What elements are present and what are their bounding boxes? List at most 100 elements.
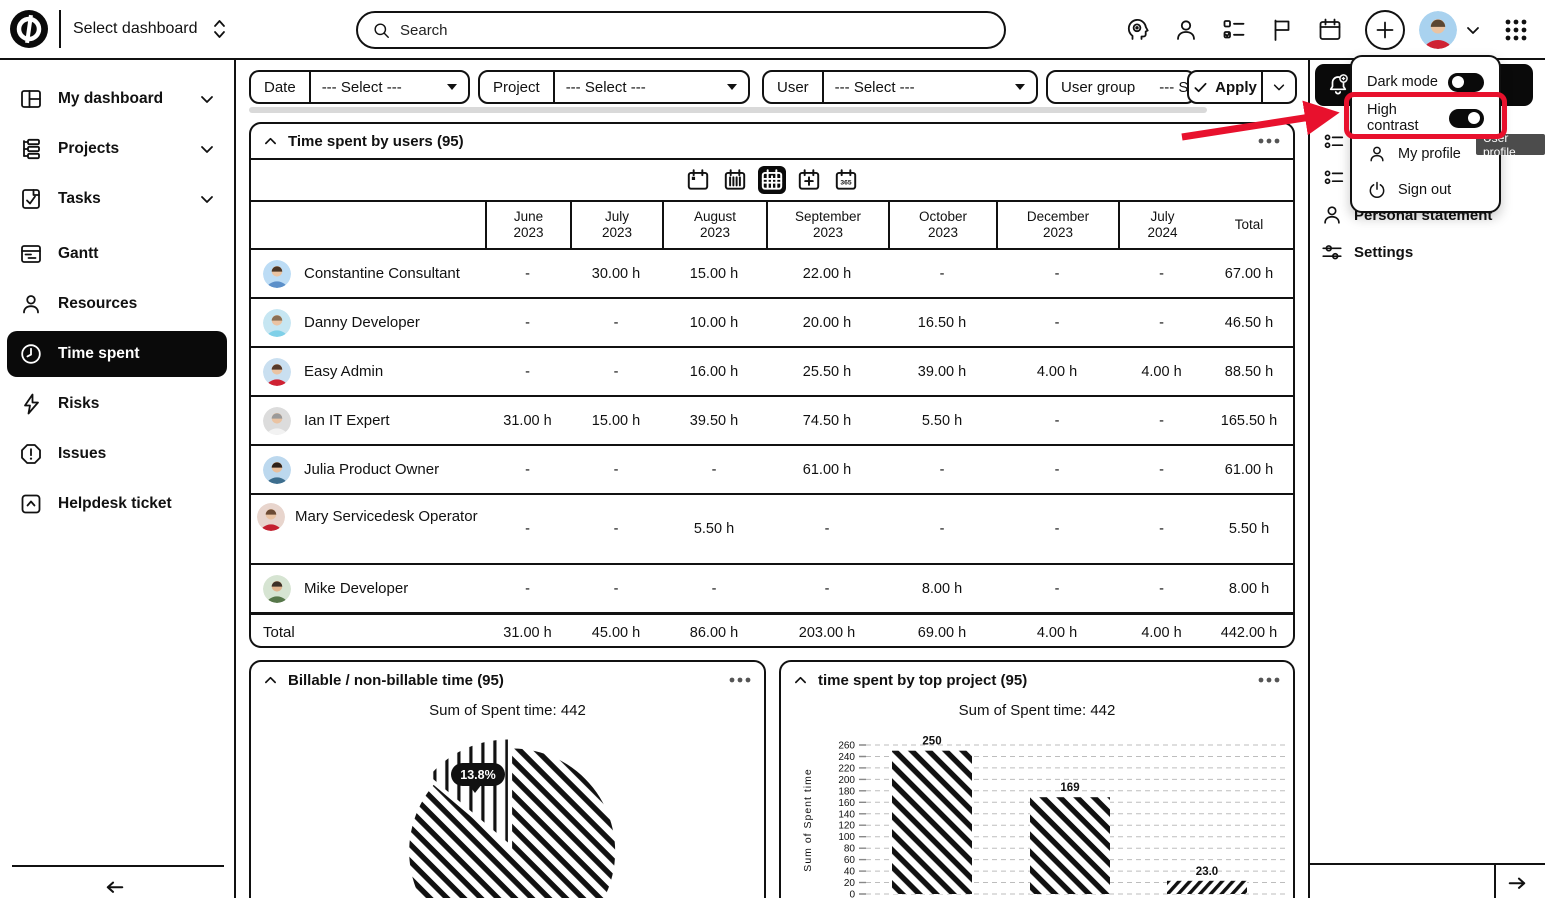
- chevron-down-icon[interactable]: [199, 91, 215, 107]
- value-cell: 15.00 h: [591, 412, 641, 429]
- svg-text:260: 260: [838, 741, 855, 752]
- sidebar-item-gantt[interactable]: Gantt: [7, 231, 227, 277]
- sidebar-item-issues[interactable]: Issues: [7, 431, 227, 477]
- tasks-icon: [19, 187, 43, 211]
- filter-project-select[interactable]: --- Select ---: [555, 79, 748, 96]
- apply-button-group: Apply: [1187, 70, 1297, 104]
- dark-mode-toggle[interactable]: [1448, 72, 1484, 92]
- right-panel-footer-vdivider: [1494, 863, 1496, 898]
- collapse-panel-icon[interactable]: [264, 135, 277, 148]
- table-row-julia-product-owner[interactable]: Julia Product Owner - - - 61.00 h - - - 61.00 h: [251, 446, 1293, 495]
- sidebar-nav: My dashboard Projects Tasks Gantt Resources T…: [0, 60, 234, 527]
- expand-panel-icon[interactable]: [1504, 874, 1534, 898]
- value-cell: -: [1054, 580, 1060, 597]
- menu-item-my-profile[interactable]: My profile: [1352, 136, 1499, 172]
- sidebar-item-resources[interactable]: Resources: [7, 281, 227, 327]
- total-value-cell: 31.00 h: [503, 624, 552, 641]
- value-cell: 46.50 h: [1224, 314, 1274, 331]
- table-row-mike-developer[interactable]: Mike Developer - - - - 8.00 h - - 8.00 h: [251, 565, 1293, 614]
- value-cell: 20.00 h: [802, 314, 852, 331]
- calendar-day-view-icon[interactable]: [684, 166, 712, 194]
- avatar: [263, 259, 291, 288]
- dashboard-selector[interactable]: Select dashboard: [73, 18, 227, 40]
- sidebar-item-projects[interactable]: Projects: [7, 126, 227, 172]
- total-label-cell: Total: [263, 624, 295, 641]
- filter-scrollbar[interactable]: [249, 107, 1207, 113]
- check-icon: [1194, 82, 1207, 92]
- high-contrast-toggle[interactable]: [1449, 108, 1484, 128]
- app-logo-icon[interactable]: [9, 9, 49, 49]
- sidebar-item-my-dashboard[interactable]: My dashboard: [7, 76, 227, 122]
- calendar-plus-view-icon[interactable]: [795, 166, 823, 194]
- ai-assistant-icon[interactable]: [1125, 17, 1151, 43]
- table-row-ian-it-expert[interactable]: Ian IT Expert 31.00 h 15.00 h 39.50 h 74.50 …: [251, 397, 1293, 446]
- filter-user-select[interactable]: --- Select ---: [824, 79, 1036, 96]
- collapse-panel-icon[interactable]: [794, 674, 807, 687]
- add-button[interactable]: [1365, 10, 1405, 50]
- menu-item-high-contrast[interactable]: High contrast: [1352, 100, 1499, 136]
- menu-item-sign-out[interactable]: Sign out: [1352, 172, 1499, 208]
- calendar-week-view-icon[interactable]: [721, 166, 749, 194]
- table-row-mary-servicedesk-operator[interactable]: Mary Servicedesk Operator - - 5.50 h - - - - 5.5…: [251, 495, 1293, 565]
- svg-text:120: 120: [838, 821, 855, 832]
- checklist-icon[interactable]: [1221, 17, 1247, 43]
- chevron-down-icon[interactable]: [199, 191, 215, 207]
- calendar-icon[interactable]: [1317, 17, 1343, 43]
- menu-item-dark-mode[interactable]: Dark mode: [1352, 64, 1499, 100]
- panel-menu-icon[interactable]: [1258, 677, 1280, 683]
- top-bar: Select dashboard Search: [0, 0, 1545, 60]
- filter-date: Date --- Select ---: [249, 70, 470, 104]
- value-cell: 39.00 h: [917, 363, 967, 380]
- sidebar-item-risks[interactable]: Risks: [7, 381, 227, 427]
- right-panel-list-item-1[interactable]: [1322, 130, 1346, 154]
- caret-icon: [727, 84, 737, 90]
- sidebar-item-time-spent[interactable]: Time spent: [7, 331, 227, 377]
- time-spent-panel: Time spent by users (95) 365 June 2023 Jul…: [249, 122, 1295, 648]
- calendar-year-view-icon[interactable]: 365: [832, 166, 860, 194]
- resources-icon: [19, 292, 43, 316]
- user-name-cell: Ian IT Expert: [251, 397, 485, 444]
- right-panel-list-item-2[interactable]: [1322, 166, 1346, 190]
- time-spent-panel-header: Time spent by users (95): [251, 124, 1293, 160]
- header-cell-december-2023: December 2023: [996, 202, 1118, 248]
- svg-text:Sum of Spent time: Sum of Spent time: [802, 768, 814, 871]
- panel-title: Billable / non-billable time (95): [288, 671, 504, 689]
- filter-user-group-select[interactable]: --- S: [1159, 78, 1189, 96]
- svg-text:180: 180: [838, 786, 855, 797]
- flag-icon[interactable]: [1269, 17, 1295, 43]
- search-input[interactable]: Search: [356, 11, 1006, 49]
- collapse-panel-icon[interactable]: [264, 674, 277, 687]
- panel-menu-icon[interactable]: [1258, 138, 1280, 144]
- settings-item[interactable]: Settings: [1320, 240, 1413, 264]
- table-row-danny-developer[interactable]: Danny Developer - - 10.00 h 20.00 h 16.50 h - -…: [251, 299, 1293, 348]
- divider: [821, 72, 824, 102]
- value-cell: -: [525, 363, 530, 380]
- value-cell: -: [613, 461, 619, 478]
- table-row-constantine-consultant[interactable]: Constantine Consultant - 30.00 h 15.00 h 22.…: [251, 250, 1293, 299]
- value-cell: 4.00 h: [1036, 363, 1078, 380]
- chevron-down-icon[interactable]: [199, 141, 215, 157]
- svg-text:169: 169: [1060, 782, 1079, 794]
- user-icon[interactable]: [1173, 17, 1199, 43]
- top-project-panel-header: time spent by top project (95): [781, 662, 1293, 698]
- sidebar-item-helpdesk-ticket[interactable]: Helpdesk ticket: [7, 481, 227, 527]
- chart-subtitle: Sum of Spent time: 442: [958, 702, 1116, 719]
- calendar-month-view-icon[interactable]: [758, 166, 786, 194]
- table-total-row: Total 31.00 h 45.00 h 86.00 h 203.00 h 69.00 …: [251, 614, 1293, 646]
- apply-dropdown-button[interactable]: [1263, 80, 1295, 94]
- filter-date-select[interactable]: --- Select ---: [311, 79, 468, 96]
- issues-icon: [19, 442, 43, 466]
- total-value-cell: 86.00 h: [689, 624, 739, 641]
- value-cell: -: [711, 580, 717, 597]
- chevron-down-icon[interactable]: [1465, 22, 1481, 38]
- table-row-easy-admin[interactable]: Easy Admin - - 16.00 h 25.50 h 39.00 h 4.00 h 4…: [251, 348, 1293, 397]
- sidebar-item-tasks[interactable]: Tasks: [7, 176, 227, 222]
- bullet-list-icon: [1324, 134, 1344, 149]
- apply-button[interactable]: Apply: [1189, 79, 1261, 96]
- panel-menu-icon[interactable]: [729, 677, 751, 683]
- apps-grid-icon[interactable]: [1503, 17, 1529, 43]
- dashboard-selector-label: Select dashboard: [73, 20, 198, 37]
- value-cell: -: [525, 521, 530, 537]
- collapse-sidebar-icon[interactable]: [98, 878, 128, 898]
- user-avatar[interactable]: [1419, 11, 1457, 49]
